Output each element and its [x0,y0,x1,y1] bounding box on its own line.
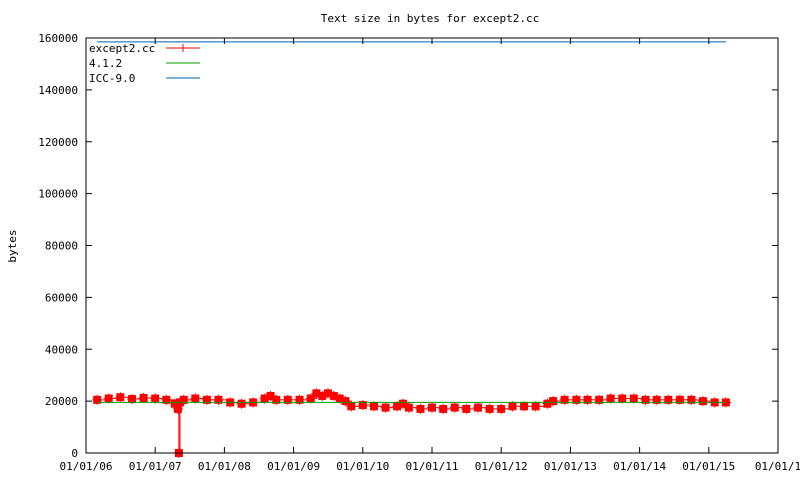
data-point [357,400,368,411]
data-point [438,403,449,414]
x-tick-label: 01/01/11 [406,460,459,473]
data-point [236,398,247,409]
data-point [594,394,605,405]
data-point [271,394,282,405]
legend: except2.cc 4.1.2 ICC-9.0 [89,42,200,85]
data-point [548,396,559,407]
y-tick-label: 0 [71,447,78,460]
data-point [282,394,293,405]
data-point [415,403,426,414]
data-point [294,394,305,405]
data-point [103,393,114,404]
plot-frame [85,37,779,454]
data-point [530,401,541,412]
data-point [519,401,530,412]
data-point [617,393,628,404]
x-tick-label: 01/01/07 [129,460,182,473]
chart-title: Text size in bytes for except2.cc [321,12,540,25]
x-tick-label: 01/01/10 [336,460,389,473]
legend-label: 4.1.2 [89,57,122,70]
data-point [473,402,484,413]
data-point [161,394,172,405]
y-tick-label: 20000 [45,395,78,408]
data-point [449,402,460,413]
y-axis-label: bytes [6,229,19,262]
data-point [305,393,316,404]
x-tick-label: 01/01/1 [755,460,800,473]
y-tick-label: 40000 [45,343,78,356]
series-line-segment [177,408,180,453]
x-tick-label: 01/01/12 [475,460,528,473]
data-point [115,392,126,403]
data-point [403,402,414,413]
data-point [190,393,201,404]
data-point [507,401,518,412]
legend-label: except2.cc [89,42,155,55]
axis-ticks: 0 20000 40000 60000 80000 100000 120000 140000 1… [38,32,800,473]
data-point [496,403,507,414]
data-point [628,393,639,404]
x-tick-label: 01/01/15 [682,460,735,473]
y-tick-label: 120000 [38,136,78,149]
plot-area [92,41,731,458]
data-point [150,393,161,404]
x-tick-label: 01/01/06 [60,460,113,473]
data-point [380,402,391,413]
y-tick-label: 140000 [38,84,78,97]
data-point [605,393,616,404]
data-point [92,394,103,405]
data-point [201,394,212,405]
legend-label: ICC-9.0 [89,72,135,85]
x-tick-label: 01/01/13 [544,460,597,473]
data-point [138,393,149,404]
data-point [640,394,651,405]
data-point [427,402,437,413]
x-tick-label: 01/01/09 [267,460,320,473]
data-point [484,403,495,414]
y-tick-label: 60000 [45,291,78,304]
x-tick-label: 01/01/14 [613,460,666,473]
data-point [663,394,674,405]
y-tick-label: 80000 [45,240,78,253]
data-point [651,394,662,405]
data-point [686,394,697,405]
data-point [346,401,357,412]
data-point [559,394,570,405]
y-tick-label: 100000 [38,188,78,201]
data-point [369,401,380,412]
data-point [340,396,351,407]
data-point [697,396,708,407]
data-point [213,394,224,405]
data-point [571,394,582,405]
y-tick-label: 160000 [38,32,78,45]
data-point [674,394,685,405]
data-point [461,403,472,414]
data-point [582,394,593,405]
data-point [178,394,189,405]
x-tick-label: 01/01/08 [198,460,251,473]
